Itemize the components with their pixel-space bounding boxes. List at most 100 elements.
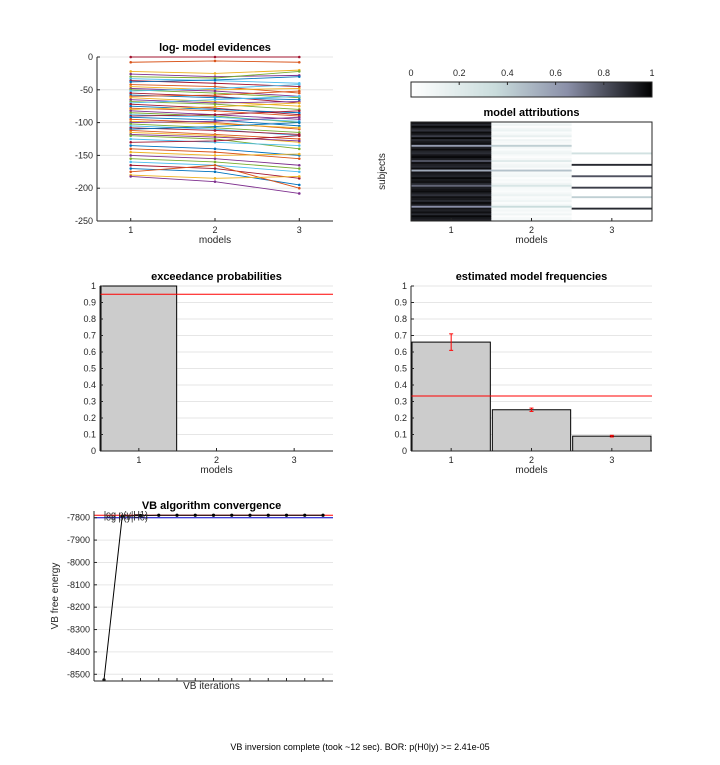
lme-point: [129, 111, 133, 115]
ep-y-tick-label: 0.8: [83, 314, 96, 324]
freq-x-tick-label: 2: [529, 455, 534, 465]
attribution-cell: [491, 213, 572, 216]
lme-point: [129, 104, 133, 108]
lme-point: [297, 137, 301, 141]
lme-point: [213, 180, 217, 183]
attribution-cell: [571, 184, 653, 188]
lme-point: [129, 167, 133, 170]
attribution-cell: [491, 165, 572, 168]
conv-y-tick-label: -8000: [67, 557, 90, 567]
lme-point: [297, 109, 301, 113]
colorbar-tick-label: 0.6: [549, 68, 562, 78]
attribution-cell: [571, 169, 653, 172]
lme-point: [213, 157, 217, 160]
lme-point: [129, 144, 133, 147]
attribution-cell: [571, 207, 653, 210]
lme-point: [129, 154, 133, 157]
lme-point: [297, 192, 301, 195]
attribution-cell: [571, 150, 653, 153]
attribution-cell: [571, 192, 653, 195]
colorbar-tick-label: 0.2: [453, 68, 466, 78]
attribution-cell: [571, 135, 653, 138]
attribution-cell: [491, 200, 572, 203]
attribution-cell: [411, 196, 492, 199]
conv-point: [157, 513, 161, 517]
lme-point: [129, 134, 133, 138]
attribution-cell: [411, 200, 492, 203]
lme-point: [129, 80, 133, 84]
lme-point: [129, 96, 133, 99]
lme-point: [129, 150, 133, 154]
attribution-cell: [411, 184, 492, 188]
attribution-cell: [411, 205, 492, 208]
attribution-cell: [411, 139, 492, 142]
attribution-cell: [491, 144, 572, 148]
lme-point: [297, 75, 301, 78]
lme-point: [129, 131, 133, 134]
lme-point: [297, 147, 301, 151]
lme-point: [129, 77, 133, 80]
attribution-cell: [571, 156, 653, 159]
attribution-cell: [491, 173, 572, 176]
attribution-cell: [571, 165, 653, 168]
attribution-cell: [411, 165, 492, 168]
lme-point: [213, 154, 217, 157]
attribution-cell: [491, 129, 572, 132]
attribution-cell: [491, 186, 572, 189]
conv-point: [120, 514, 124, 518]
ep-y-tick-label: 0.9: [83, 298, 96, 308]
attribution-cell: [411, 146, 492, 149]
attribution-cell: [491, 169, 572, 172]
lme-point: [297, 95, 301, 98]
attribution-cell: [571, 161, 653, 165]
attribution-cell: [571, 141, 653, 144]
attribution-cell: [491, 171, 572, 174]
lme-point: [129, 137, 133, 141]
ep-bar: [100, 285, 178, 452]
conv-point: [284, 513, 289, 517]
attribution-cell: [571, 201, 653, 205]
attribution-cell: [411, 211, 492, 214]
lme-point: [297, 89, 301, 93]
attribution-cell: [411, 141, 492, 144]
attribution-cell: [491, 196, 572, 199]
lme-point: [213, 102, 217, 106]
freq-y-tick-label: 0.7: [394, 331, 407, 341]
attribution-cell: [411, 215, 492, 218]
ep-x-tick-label: 2: [214, 455, 219, 465]
conv-point: [266, 513, 270, 517]
attribution-cell: [411, 192, 492, 195]
freq-y-tick-label: 0.4: [394, 380, 407, 390]
attribution-cell: [491, 135, 572, 138]
lme-point: [297, 70, 301, 73]
attribution-cell: [491, 137, 572, 140]
lme-point: [297, 60, 301, 64]
attribution-cell: [411, 137, 492, 140]
attribution-cell: [411, 144, 492, 148]
lme-point: [213, 105, 217, 109]
attribution-cell: [571, 200, 653, 203]
attribution-cell: [571, 148, 653, 151]
lme-series-line: [130, 145, 300, 156]
freq-y-tick-label: 0.1: [394, 430, 407, 440]
lme-point: [213, 163, 217, 167]
attribution-cell: [411, 148, 492, 151]
ep-y-tick-label: 1: [91, 281, 96, 291]
lme-point: [297, 175, 301, 178]
freq-y-tick-label: 1: [402, 281, 407, 291]
attribution-cell: [411, 213, 492, 216]
attribution-cell: [411, 188, 492, 191]
lme-point: [297, 167, 301, 170]
lme-point: [213, 96, 217, 99]
lme-point: [129, 85, 133, 88]
attribution-cell: [491, 146, 572, 149]
attribution-x-tick-label: 2: [529, 225, 534, 235]
lme-point: [129, 140, 133, 144]
colorbar-tick-label: 0: [408, 68, 413, 78]
attribution-cell: [491, 123, 572, 127]
ep-y-tick-label: 0.1: [83, 430, 96, 440]
lme-point: [297, 177, 301, 180]
attribution-cell: [571, 137, 653, 140]
ep-xlabel: models: [200, 465, 232, 476]
attribution-cell: [411, 181, 492, 184]
